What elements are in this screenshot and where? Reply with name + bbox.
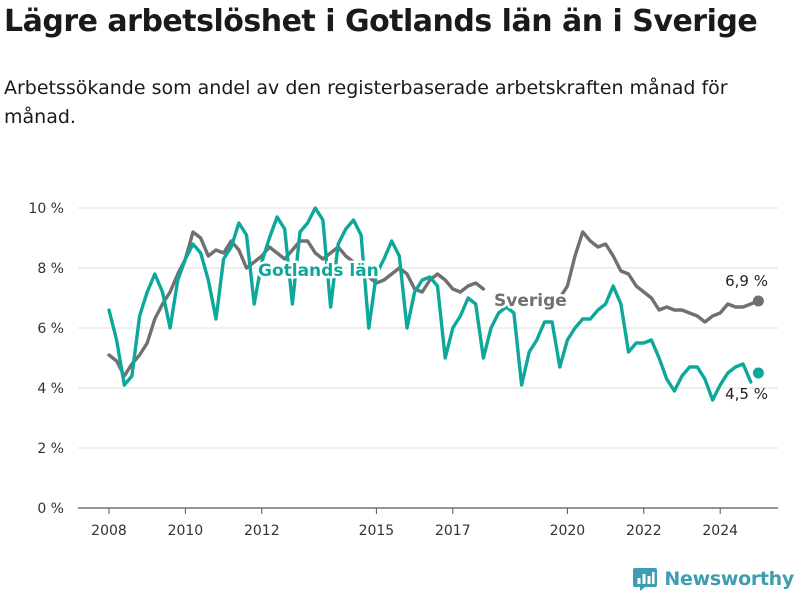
series-lines [107,206,764,402]
y-tick-label: 8 % [37,261,64,277]
series-line-gotland [107,206,753,402]
series-end-point [752,367,764,379]
end-value-label-sverige: 6,9 % [725,272,768,290]
y-tick-label: 10 % [28,201,64,217]
y-tick-label: 4 % [37,381,64,397]
x-tick-label: 2020 [550,523,586,539]
x-tick-label: 2017 [435,523,471,539]
y-axis: 0 % 2 % 4 % 6 % 8 % 10 % [28,201,64,517]
series-line-sverige [550,230,761,324]
chart-title: Lägre arbetslöshet i Gotlands län än i S… [4,4,758,39]
series-label-gotland: Gotlands län [258,261,379,281]
y-tick-label: 0 % [37,501,64,517]
y-tick-label: 6 % [37,321,64,337]
x-tick-label: 2022 [626,523,662,539]
x-tick-label: 2010 [168,523,204,539]
newsworthy-logo-icon [633,568,658,591]
end-value-label-gotland: 4,5 % [725,385,768,403]
chart-subtitle: Arbetssökande som andel av den registerb… [4,77,728,128]
series-line-sverige [107,230,486,378]
series-labels: Gotlands län Sverige 6,9 % 4,5 % [256,259,769,404]
x-tick-label: 2024 [702,523,738,539]
x-axis: 2008 2010 2012 2015 2017 2020 2022 2024 [91,508,738,539]
series-label-sverige: Sverige [494,291,567,311]
brand-name: Newsworthy [664,568,794,590]
grid-lines [78,207,778,509]
x-tick-label: 2012 [244,523,280,539]
x-tick-label: 2015 [359,523,395,539]
x-tick-label: 2008 [91,523,127,539]
series-end-point [752,295,764,307]
y-tick-label: 2 % [37,441,64,457]
newsworthy-brand: Newsworthy [632,566,794,592]
